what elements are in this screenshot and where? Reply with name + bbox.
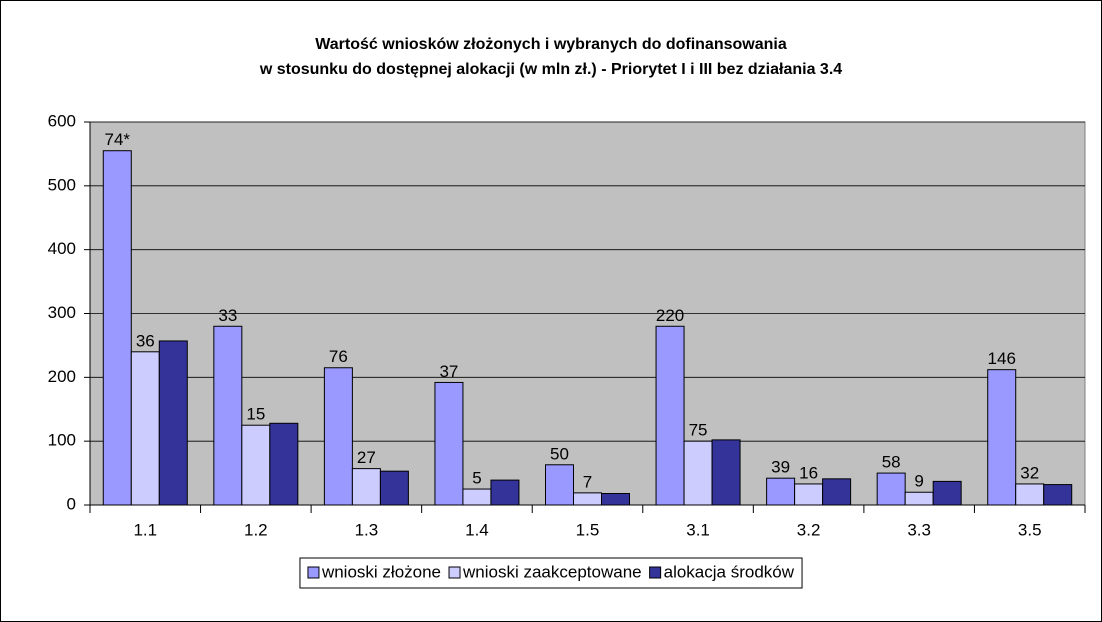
legend-swatch: [307, 566, 320, 579]
x-tick-label: 1.4: [465, 520, 489, 539]
x-tick-label: 3.5: [1018, 520, 1042, 539]
data-label: 5: [472, 469, 481, 488]
bar: [490, 479, 520, 506]
bar: [711, 439, 741, 506]
data-label: 37: [439, 362, 458, 381]
data-label: 32: [1020, 463, 1039, 482]
bar: [573, 492, 602, 506]
y-tick-label: 200: [48, 367, 76, 386]
x-tick-label: 1.1: [133, 520, 157, 539]
y-tick-label: 0: [67, 494, 76, 513]
bar: [351, 468, 381, 506]
legend-swatch: [649, 566, 662, 579]
bar: [213, 325, 243, 506]
bar: [269, 422, 299, 506]
bar: [766, 477, 796, 506]
legend-label: wnioski złożone: [321, 562, 441, 581]
bar: [323, 367, 353, 506]
x-tick-label: 1.3: [355, 520, 379, 539]
y-tick-label: 500: [48, 175, 76, 194]
data-label: 220: [656, 306, 684, 325]
bar: [241, 424, 271, 506]
bar: [601, 493, 630, 506]
chart-title: Wartość wniosków złożonych i wybranych d…: [315, 36, 787, 53]
y-tick-label: 600: [48, 111, 76, 130]
y-tick-label: 100: [48, 431, 76, 450]
bar: [987, 369, 1017, 506]
legend: [299, 557, 803, 589]
data-label: 50: [550, 444, 569, 463]
data-label: 39: [771, 458, 790, 477]
data-label: 146: [988, 349, 1016, 368]
bar: [462, 488, 492, 506]
chart-title: w stosunku do dostępnej alokacji (w mln …: [259, 61, 842, 78]
y-tick-label: 400: [48, 239, 76, 258]
bar: [822, 478, 852, 506]
bar: [904, 491, 934, 506]
data-label: 76: [329, 347, 348, 366]
x-tick-label: 1.2: [244, 520, 268, 539]
bar: [794, 483, 824, 506]
bar: [379, 470, 409, 506]
bar: [655, 325, 685, 506]
bar: [158, 340, 188, 506]
bar: [683, 440, 713, 506]
data-label: 36: [136, 331, 155, 350]
y-tick-label: 300: [48, 303, 76, 322]
data-label: 16: [799, 463, 818, 482]
data-label: 27: [357, 448, 376, 467]
bar: [1043, 484, 1073, 506]
bar: [434, 381, 464, 506]
data-label: 74*: [105, 130, 131, 149]
bar: [1015, 483, 1045, 506]
legend-label: wnioski zaakceptowane: [462, 562, 642, 581]
x-tick-label: 3.3: [907, 520, 931, 539]
data-label: 58: [882, 453, 901, 472]
bar: [102, 150, 132, 506]
data-label: 75: [689, 421, 708, 440]
legend-label: alokacja środków: [664, 562, 795, 581]
bar: [876, 472, 906, 506]
bar: [545, 464, 574, 506]
data-label: 15: [246, 405, 265, 424]
data-label: 9: [914, 472, 923, 491]
x-tick-label: 1.5: [576, 520, 600, 539]
bar: [932, 480, 962, 506]
legend-swatch: [448, 566, 461, 579]
x-tick-label: 3.2: [797, 520, 821, 539]
bar: [130, 351, 160, 506]
data-label: 33: [218, 306, 237, 325]
x-tick-label: 3.1: [686, 520, 710, 539]
data-label: 7: [583, 472, 592, 491]
